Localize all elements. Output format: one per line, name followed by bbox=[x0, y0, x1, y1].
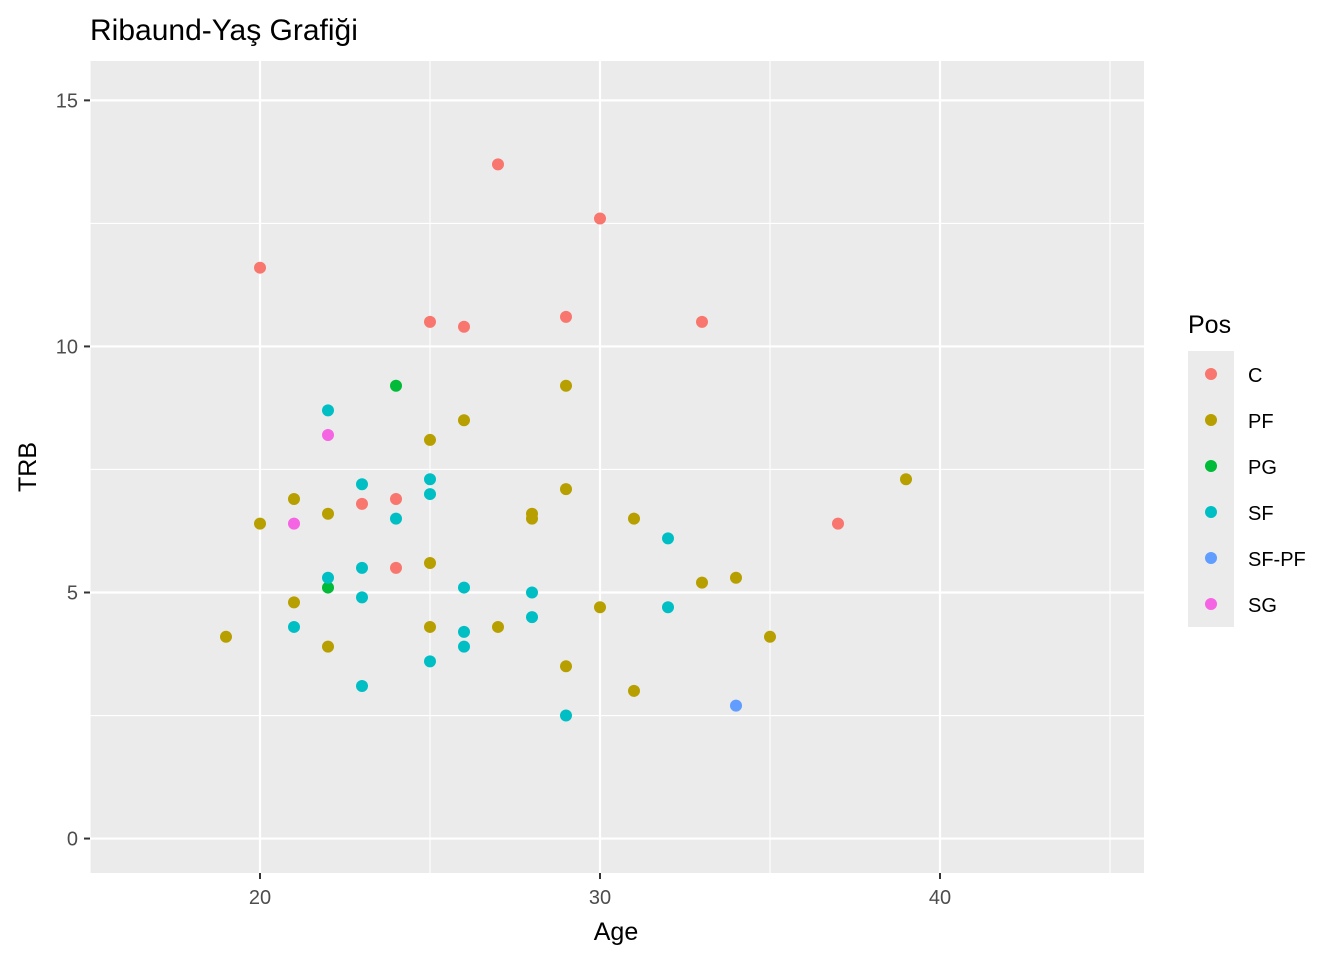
data-point-sf bbox=[560, 709, 572, 722]
legend-label-sf-pf: SF-PF bbox=[1248, 549, 1306, 571]
y-tick-label: 15 bbox=[56, 90, 78, 112]
y-tick-label: 5 bbox=[67, 582, 78, 604]
data-point-pg bbox=[390, 379, 402, 392]
chart-title: Ribaund-Yaş Grafiği bbox=[90, 14, 358, 47]
data-point-c bbox=[390, 561, 402, 574]
x-tick-label: 20 bbox=[249, 887, 271, 909]
data-point-sf bbox=[356, 591, 368, 604]
data-point-sf-pf bbox=[730, 699, 742, 712]
data-point-sg bbox=[322, 429, 334, 442]
legend-key-sf bbox=[1205, 506, 1217, 518]
x-axis-label: Age bbox=[594, 918, 638, 946]
data-point-sf bbox=[356, 561, 368, 574]
x-axis: 20 30 40 bbox=[249, 873, 951, 909]
data-point-c bbox=[560, 310, 572, 323]
data-point-pg bbox=[322, 581, 334, 594]
data-point-pf bbox=[254, 517, 266, 530]
data-point-pf bbox=[458, 414, 470, 427]
y-axis-label: TRB bbox=[14, 442, 42, 492]
major-gridlines bbox=[90, 61, 1144, 873]
data-point-pf bbox=[628, 512, 640, 525]
data-points bbox=[220, 158, 912, 722]
data-point-sf bbox=[356, 478, 368, 491]
data-point-c bbox=[696, 315, 708, 328]
legend-label-pf: PF bbox=[1248, 411, 1274, 433]
data-point-c bbox=[492, 158, 504, 171]
y-axis: 0 5 10 15 bbox=[56, 90, 90, 851]
data-point-sf bbox=[526, 586, 538, 599]
legend-key-sg bbox=[1205, 598, 1217, 610]
data-point-c bbox=[832, 517, 844, 530]
data-point-pf bbox=[730, 571, 742, 584]
data-point-sf bbox=[458, 625, 470, 638]
plot-panel bbox=[90, 61, 1144, 873]
data-point-pf bbox=[288, 596, 300, 609]
data-point-sg bbox=[288, 517, 300, 530]
data-point-pf bbox=[594, 601, 606, 614]
x-tick-label: 40 bbox=[929, 887, 951, 909]
data-point-c bbox=[390, 492, 402, 505]
data-point-sf bbox=[458, 581, 470, 594]
data-point-sf bbox=[322, 571, 334, 584]
data-point-sf bbox=[390, 512, 402, 525]
data-point-pf bbox=[560, 483, 572, 496]
data-point-pf bbox=[288, 492, 300, 505]
data-point-pf bbox=[492, 620, 504, 633]
data-point-c bbox=[424, 315, 436, 328]
data-point-sf bbox=[458, 640, 470, 653]
data-point-pf bbox=[764, 630, 776, 643]
data-point-pf bbox=[322, 640, 334, 653]
data-point-sf bbox=[424, 473, 436, 486]
legend-key-background bbox=[1188, 351, 1234, 627]
data-point-c bbox=[254, 261, 266, 274]
data-point-pf bbox=[628, 684, 640, 697]
data-point-pf bbox=[424, 556, 436, 569]
legend-label-sf: SF bbox=[1248, 503, 1274, 525]
data-point-pf bbox=[560, 379, 572, 392]
legend-key-pf bbox=[1205, 414, 1217, 426]
legend-label-sg: SG bbox=[1248, 595, 1277, 617]
y-tick-label: 0 bbox=[67, 829, 78, 851]
data-point-pf bbox=[220, 630, 232, 643]
minor-gridlines bbox=[89, 61, 1144, 873]
data-point-sf bbox=[424, 655, 436, 668]
data-point-pf bbox=[900, 473, 912, 486]
data-point-c bbox=[594, 212, 606, 225]
data-point-sf bbox=[662, 532, 674, 545]
data-point-pf bbox=[526, 512, 538, 525]
data-point-sf bbox=[356, 679, 368, 692]
data-point-c bbox=[458, 320, 470, 333]
legend-label-c: C bbox=[1248, 365, 1262, 387]
y-tick-label: 10 bbox=[56, 336, 78, 358]
data-point-sf bbox=[662, 601, 674, 614]
legend-key-c bbox=[1205, 368, 1217, 380]
data-point-pf bbox=[424, 433, 436, 446]
data-point-c bbox=[356, 497, 368, 510]
legend-key-pg bbox=[1205, 460, 1217, 472]
data-point-sf bbox=[322, 404, 334, 417]
data-point-pf bbox=[560, 660, 572, 673]
legend-key-sf-pf bbox=[1205, 552, 1217, 564]
data-point-pf bbox=[696, 576, 708, 589]
legend: Pos C PF PG SF SF-PF SG bbox=[1188, 311, 1306, 627]
legend-items: C PF PG SF SF-PF SG bbox=[1188, 351, 1306, 627]
data-point-sf bbox=[424, 488, 436, 501]
legend-label-pg: PG bbox=[1248, 457, 1277, 479]
data-point-sf bbox=[526, 611, 538, 624]
data-point-pf bbox=[322, 507, 334, 520]
x-tick-label: 30 bbox=[589, 887, 611, 909]
data-point-pf bbox=[424, 620, 436, 633]
legend-title: Pos bbox=[1188, 311, 1231, 339]
data-point-sf bbox=[288, 620, 300, 633]
